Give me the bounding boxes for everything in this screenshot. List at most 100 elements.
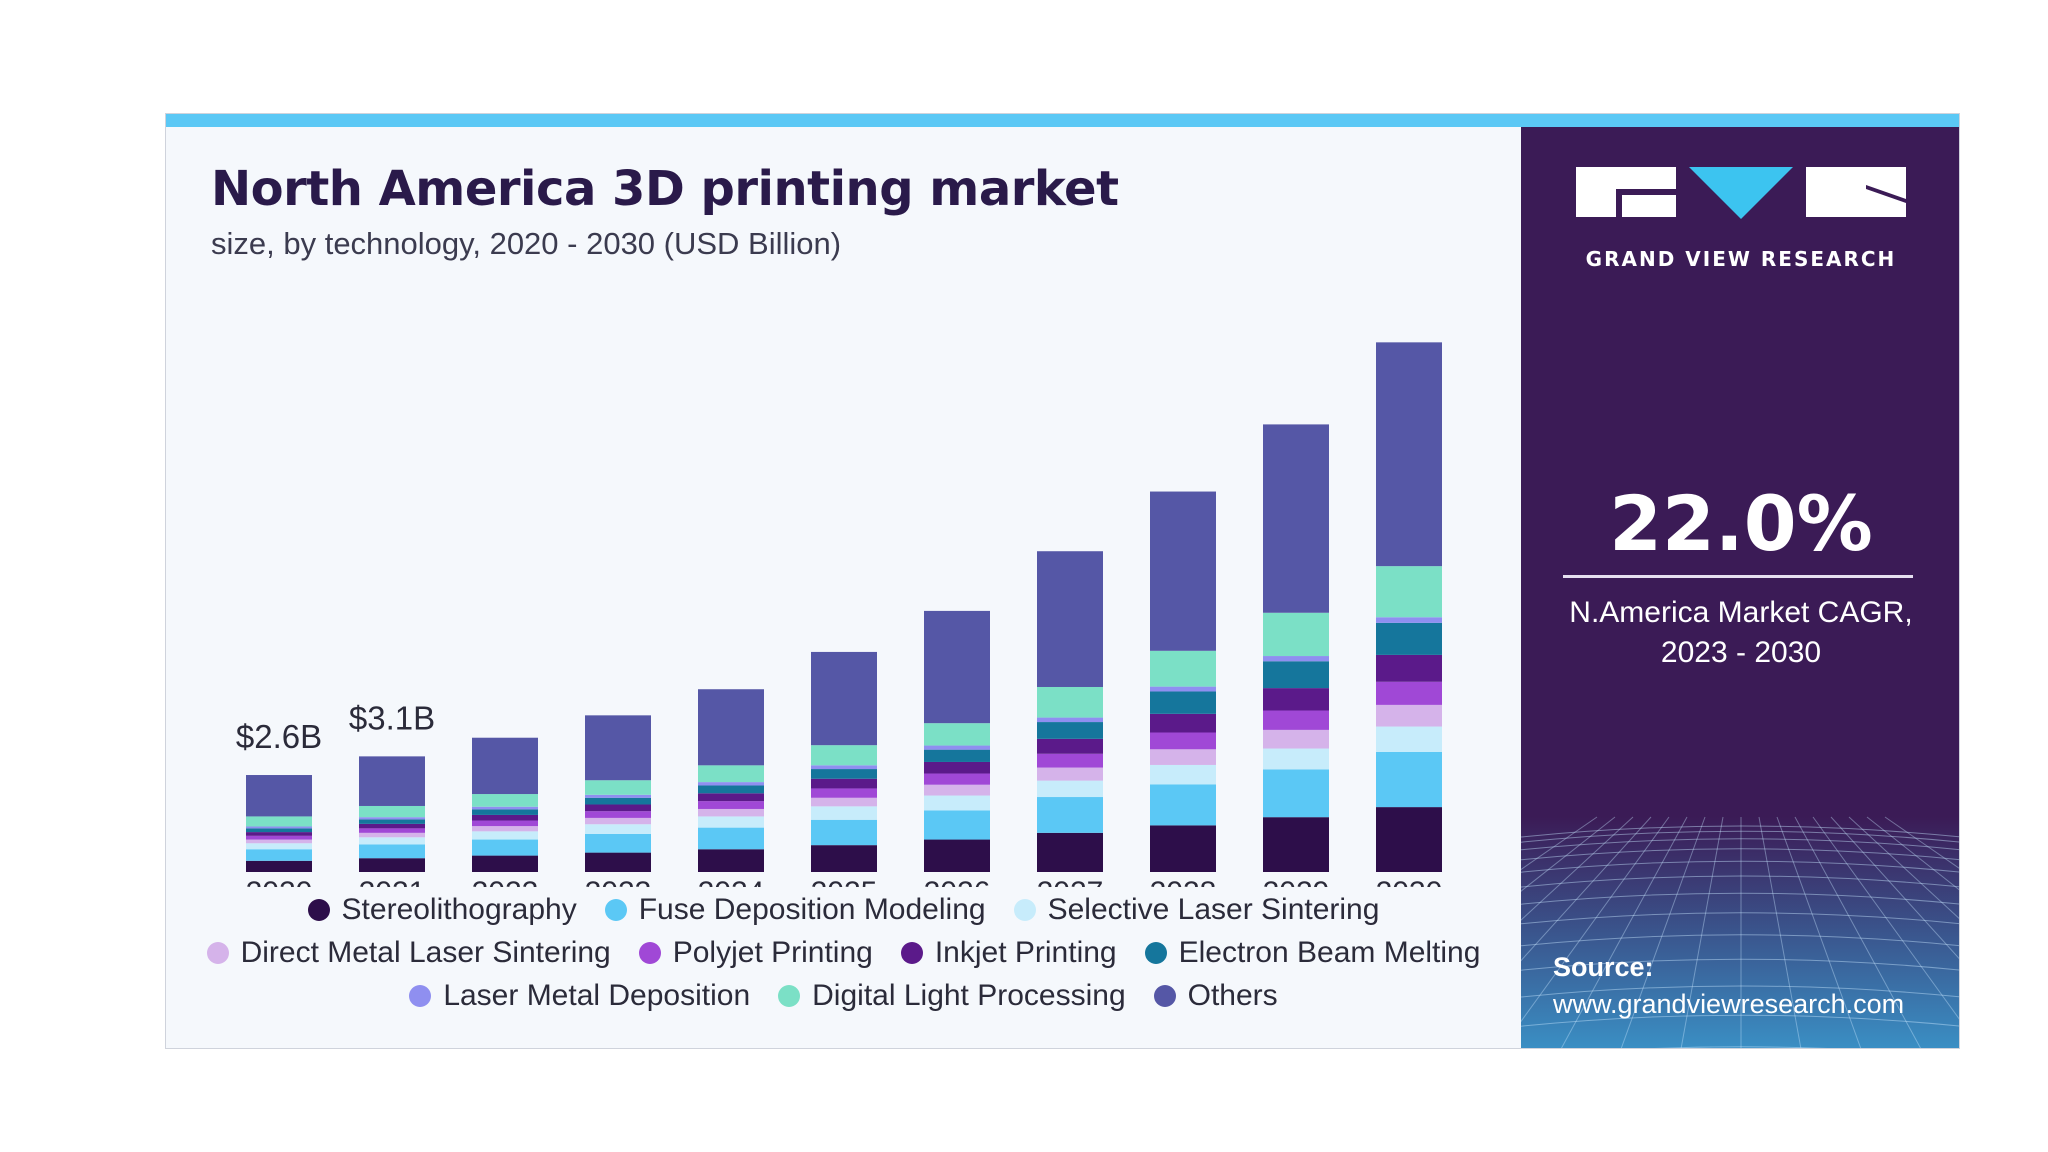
cagr-label: N.America Market CAGR,	[1569, 596, 1913, 629]
legend-item: Digital Light Processing	[778, 979, 1126, 1013]
bar-segment	[359, 805, 425, 818]
legend-swatch	[900, 941, 923, 964]
grid-line	[1521, 958, 1959, 971]
bar-segment	[359, 823, 425, 829]
x-tick-label: 2026	[924, 876, 991, 887]
source-label: Source:	[1553, 952, 1654, 982]
bar-segment	[1037, 797, 1103, 833]
legend-item: Stereolithography	[307, 893, 577, 927]
legend-label: Selective Laser Sintering	[1047, 892, 1380, 926]
grid-line	[1654, 1046, 1828, 1048]
bar-segment	[472, 826, 538, 832]
bar-segment	[472, 809, 538, 815]
report-card: North America 3D printing market size, b…	[165, 113, 1960, 1049]
bar-segment	[1150, 764, 1216, 785]
bar-segment	[472, 855, 538, 872]
bar-segment	[1263, 817, 1329, 872]
legend-item: Polyjet Printing	[638, 935, 873, 970]
bar-segment	[811, 819, 877, 846]
bar-segment	[359, 844, 425, 859]
legend-row: Direct Metal Laser Sintering Polyjet Prin…	[166, 931, 1521, 974]
bar-segment	[924, 839, 990, 872]
bar-segment	[1376, 566, 1442, 618]
x-tick-label: 2029	[1263, 876, 1330, 887]
grid-line	[1521, 875, 1959, 888]
wireframe-grid-decoration	[1521, 816, 1959, 1048]
bar-segment	[1037, 722, 1103, 739]
bar-segment	[1376, 704, 1442, 727]
bar-segment	[585, 804, 651, 812]
bar-segment	[698, 816, 764, 828]
bar-segment	[698, 801, 764, 809]
bar-segment	[811, 797, 877, 807]
bar-stack-2020	[246, 775, 312, 872]
bar-segment	[1376, 342, 1442, 567]
grid-line	[1521, 816, 1670, 1023]
bar-segment	[1263, 769, 1329, 818]
legend-label: Electron Beam Melting	[1178, 935, 1481, 969]
bar-stack-2029	[1263, 424, 1329, 872]
bar-segment	[1150, 784, 1216, 826]
bar-segment	[698, 808, 764, 817]
grid-line	[1521, 934, 1959, 947]
stacked-bar-chart: 2020 2021 2022 2023 2024 2025 2026 2027 2028 2029…	[236, 342, 1442, 887]
bar-segment	[359, 832, 425, 838]
legend-label: Laser Metal Deposition	[443, 978, 751, 1012]
gvr-logo-icon	[1576, 167, 1906, 219]
bar-segment	[1376, 617, 1442, 623]
bar-segment	[698, 765, 764, 783]
legend-swatch	[1153, 984, 1176, 1007]
bar-segment	[1150, 713, 1216, 733]
bar-segment	[1150, 749, 1216, 765]
cagr-period: 2023 - 2030	[1660, 636, 1822, 669]
legend-item: Fuse Deposition Modeling	[604, 893, 986, 927]
bar-segment	[1263, 729, 1329, 749]
bar-segment	[924, 795, 990, 811]
bar-segment	[246, 843, 312, 850]
bar-segment	[1150, 650, 1216, 687]
legend-label: Polyjet Printing	[672, 935, 873, 969]
grid-line	[1521, 912, 1959, 925]
grid-line	[1866, 816, 1959, 891]
grid-line	[1521, 838, 1959, 851]
grid-line	[1521, 985, 1959, 998]
bar-stack-2023	[585, 715, 651, 872]
bar-segment	[472, 839, 538, 856]
legend-row: Laser Metal Deposition Digital Light Proc…	[166, 974, 1521, 1017]
bar-segment	[1376, 807, 1442, 872]
bar-segment	[1263, 612, 1329, 657]
bar-stack-2027	[1037, 551, 1103, 872]
bar-segment	[924, 773, 990, 785]
bar-segment	[811, 806, 877, 820]
grid-line	[1521, 1014, 1959, 1027]
bar-segment	[924, 749, 990, 762]
legend-item: Selective Laser Sintering	[1013, 892, 1380, 927]
bar-segment	[1150, 732, 1216, 750]
bar-segment	[811, 765, 877, 770]
bar-stack-2024	[698, 689, 764, 872]
grid-line	[1521, 816, 1652, 962]
chart-title: North America 3D printing market	[211, 161, 1119, 217]
bar-segment	[1150, 686, 1216, 692]
grid-line	[1680, 816, 1724, 1048]
bar-segment	[472, 737, 538, 795]
bar-segment	[811, 845, 877, 872]
grid-line	[1521, 816, 1598, 871]
legend-swatch	[307, 898, 330, 921]
legend-swatch	[778, 984, 801, 1007]
bar-segment	[246, 835, 312, 840]
bar-stack-2026	[924, 610, 990, 872]
cagr-divider	[1563, 575, 1913, 578]
bar-segment	[246, 849, 312, 861]
legend-swatch	[604, 898, 627, 921]
legend-item: Direct Metal Laser Sintering	[206, 936, 611, 970]
legend-label: Digital Light Processing	[812, 978, 1126, 1012]
bar-segment	[1037, 551, 1103, 687]
bar-segment	[698, 689, 764, 766]
bar-segment	[924, 761, 990, 774]
source-url[interactable]: www.grandviewresearch.com	[1553, 989, 1905, 1019]
bar-segment	[246, 860, 312, 872]
bar-segment	[359, 828, 425, 833]
x-tick-label: 2023	[585, 876, 652, 887]
legend-item: Laser Metal Deposition	[409, 979, 750, 1013]
